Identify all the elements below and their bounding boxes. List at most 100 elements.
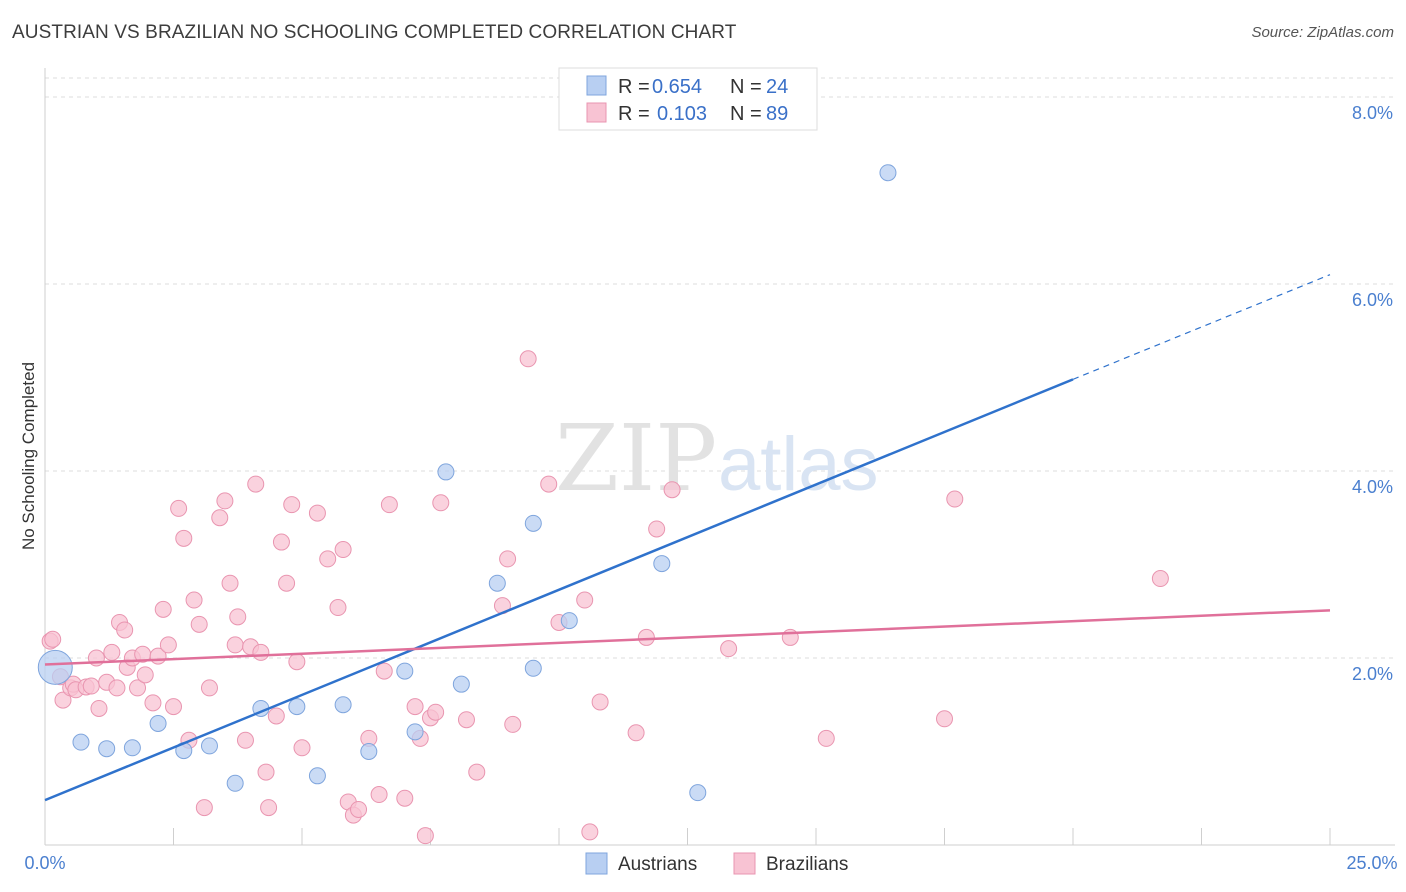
austrians-point-19: [524, 514, 542, 532]
brazilians-point-36: [229, 608, 247, 626]
watermark: ZIP atlas: [555, 405, 879, 512]
brazilians-point-87: [1151, 570, 1169, 588]
austrians-point-17: [488, 574, 506, 592]
brazilians-point-30: [195, 799, 213, 817]
brazilians-point-81: [663, 481, 681, 499]
brazilians-point-31: [200, 679, 218, 697]
brazilians-point-66: [432, 494, 450, 512]
brazilians-point-55: [350, 800, 368, 818]
legend-n-label-austrians: N =: [730, 76, 762, 98]
brazilians-point-39: [247, 475, 265, 493]
source-credit: Source: ZipAtlas.com: [1251, 24, 1394, 41]
austrians-point-7: [226, 774, 244, 792]
brazilians-point-33: [216, 492, 234, 510]
brazilians-point-70: [499, 550, 517, 568]
brazilians-point-37: [236, 731, 254, 749]
brazilians-point-41: [257, 763, 275, 781]
austrians-point-22: [689, 784, 707, 802]
y-tick-label-1: 4.0%: [1352, 477, 1393, 497]
brazilians-point-51: [329, 599, 347, 617]
bottom-legend-label-brazilians: Brazilians: [766, 854, 848, 875]
brazilians-point-26: [175, 529, 193, 547]
austrians-point-13: [396, 662, 414, 680]
brazilians-point-32: [211, 509, 229, 527]
brazilians-point-22: [154, 600, 172, 618]
brazilians-point-67: [457, 711, 475, 729]
bottom-legend: Austrians Brazilians: [585, 852, 848, 875]
y-axis-label: No Schooling Completed: [19, 362, 38, 550]
brazilians-point-2: [54, 691, 72, 709]
legend-n-label-brazilians: N =: [730, 103, 762, 125]
legend-r-value-austrians: 0.654: [652, 76, 702, 98]
brazilians-point-29: [190, 615, 208, 633]
brazilians-trend-line: [44, 609, 1331, 666]
brazilians-point-82: [720, 640, 738, 658]
brazilians-point-47: [288, 653, 306, 671]
brazilians-point-73: [540, 475, 558, 493]
brazilians-point-44: [272, 533, 290, 551]
brazilians-point-86: [946, 490, 964, 508]
brazilians-point-48: [293, 739, 311, 757]
austrians-point-6: [200, 737, 218, 755]
watermark-atlas: atlas: [718, 422, 879, 507]
brazilians-point-49: [308, 504, 326, 522]
brazilians-point-50: [319, 550, 337, 568]
chart-title: AUSTRIAN VS BRAZILIAN NO SCHOOLING COMPL…: [12, 22, 737, 43]
brazilians-point-17: [129, 679, 147, 697]
brazilians-point-57: [370, 786, 388, 804]
gridlines: [45, 77, 1395, 659]
brazilians-point-78: [627, 724, 645, 742]
austrians-point-16: [452, 675, 470, 693]
brazilians-point-75: [576, 591, 594, 609]
legend-r-label-austrians: R =: [618, 76, 650, 98]
brazilians-point-20: [144, 694, 162, 712]
austrians-point-11: [334, 696, 352, 714]
brazilians-point-7: [82, 677, 100, 695]
brazilians-point-72: [519, 350, 537, 368]
y-tick-label-2: 6.0%: [1352, 290, 1393, 310]
axes: [44, 68, 1395, 846]
brazilians-point-60: [396, 789, 414, 807]
brazilians-point-85: [936, 710, 953, 728]
brazilians-point-71: [504, 715, 522, 733]
austrians-point-14: [406, 723, 424, 741]
brazilians-point-24: [165, 698, 182, 716]
austrians-points: [37, 164, 897, 802]
austrians-point-15: [437, 463, 455, 481]
austrians-point-1: [72, 733, 90, 751]
brazilians-point-46: [283, 496, 301, 514]
legend-r-value-brazilians: 0.103: [657, 103, 707, 125]
brazilians-point-25: [170, 499, 188, 517]
legend-n-value-brazilians: 89: [766, 103, 788, 125]
legend-swatch-brazilians: [586, 102, 607, 123]
austrians-point-12: [360, 743, 378, 760]
brazilians-point-40: [252, 643, 270, 661]
brazilians-point-59: [380, 496, 398, 514]
brazilians-point-63: [416, 827, 434, 845]
brazilians-point-68: [468, 763, 486, 781]
austrians-point-9: [288, 698, 306, 716]
brazilians-point-52: [334, 541, 352, 559]
x-tick-label-min: 0.0%: [24, 853, 65, 873]
brazilians-point-42: [260, 799, 278, 817]
austrians-trend-line: [44, 378, 1074, 802]
austrians-trend-extension: [1072, 274, 1331, 380]
brazilians-point-23: [159, 636, 177, 654]
austrians-point-20: [560, 612, 578, 630]
brazilians-point-76: [581, 823, 599, 841]
y-tick-labels: 2.0% 4.0% 6.0% 8.0%: [1352, 103, 1393, 684]
y-tick-label-3: 8.0%: [1352, 103, 1393, 123]
austrians-point-21: [653, 555, 671, 573]
brazilians-point-19: [136, 666, 154, 684]
brazilians-point-45: [278, 574, 296, 592]
y-tick-label-0: 2.0%: [1352, 664, 1393, 684]
austrians-point-4: [149, 714, 167, 732]
brazilians-point-43: [267, 707, 285, 725]
trend-lines: [44, 274, 1331, 802]
bottom-legend-swatch-austrians: [585, 852, 608, 875]
brazilians-point-14: [116, 621, 134, 639]
brazilians-point-34: [221, 574, 239, 592]
watermark-zip: ZIP: [555, 405, 717, 512]
brazilians-point-28: [185, 591, 203, 609]
